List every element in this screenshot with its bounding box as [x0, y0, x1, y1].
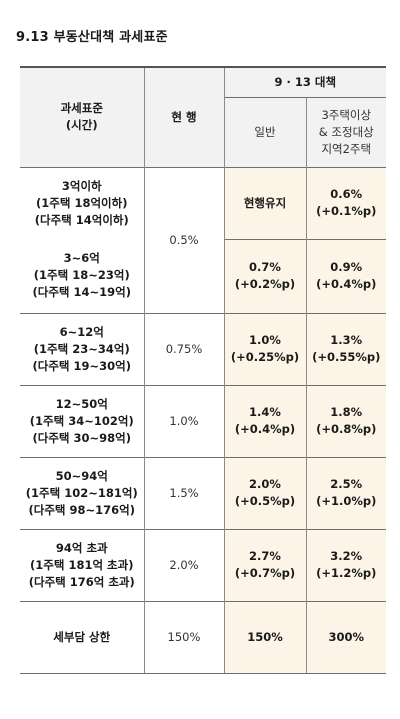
current-rate-cell: 0.75% — [143, 312, 224, 385]
multi-rate-cell: 0.6% (+0.1%p) — [305, 166, 387, 239]
tax-base-cell: 3억이하 (1주택 18억이하) (다주택 14억이하) — [20, 166, 144, 239]
current-rate-cell: 1.5% — [143, 456, 224, 529]
table-row: 3억이하 (1주택 18억이하) (다주택 14억이하) 0.5% 현행유지 0.6… — [20, 166, 387, 313]
tax-rate-table: 과세표준 (시간) 현 행 9 · 13 대책 일반 3주택이상 & 조정대상 지역2… — [20, 66, 387, 674]
current-rate-cell: 0.5% — [143, 166, 224, 313]
current-rate-cell: 1.0% — [143, 384, 224, 457]
header-policy: 9 · 13 대책 — [223, 66, 387, 97]
multi-rate-cell: 0.9% (+0.4%p) — [305, 238, 387, 313]
tax-base-cell: 6~12억 (1주택 23~34억) (다주택 19~30억) — [20, 312, 144, 385]
general-rate-cell: 1.0% (+0.25%p) — [223, 312, 306, 385]
tax-base-cell: 세부담 상한 — [20, 600, 144, 674]
multi-rate-cell: 2.5% (+1.0%p) — [305, 456, 387, 529]
header-current: 현 행 — [143, 66, 224, 167]
tax-base-cell: 50~94억 (1주택 102~181억) (다주택 98~176억) — [20, 456, 144, 529]
multi-rate-cell: 1.8% (+0.8%p) — [305, 384, 387, 457]
general-rate-cell: 0.7% (+0.2%p) — [223, 238, 306, 313]
tax-base-cell: 94억 초과 (1주택 181억 초과) (다주택 176억 초과) — [20, 528, 144, 601]
table-row: 세부담 상한 150% 150% 300% — [20, 600, 387, 674]
general-rate-cell: 150% — [223, 600, 306, 674]
header-tax-base: 과세표준 (시간) — [20, 66, 144, 167]
table-row: 3~6억 (1주택 18~23억) (다주택 14~19억) 0.7% (+0.2%p… — [20, 238, 387, 313]
general-rate-cell: 현행유지 — [223, 166, 306, 239]
multi-rate-cell: 3.2% (+1.2%p) — [305, 528, 387, 601]
current-rate-cell: 2.0% — [143, 528, 224, 601]
multi-rate-cell: 1.3% (+0.55%p) — [305, 312, 387, 385]
table-row: 6~12억 (1주택 23~34억) (다주택 19~30억) 0.75% 1.0%… — [20, 312, 387, 385]
current-rate-cell: 150% — [143, 600, 224, 674]
page-title: 9.13 부동산대책 과세표준 — [16, 30, 168, 45]
table-row: 94억 초과 (1주택 181억 초과) (다주택 176억 초과) 2.0% 2.… — [20, 528, 387, 601]
header-general: 일반 — [223, 96, 306, 167]
table-row: 50~94억 (1주택 102~181억) (다주택 98~176억) 1.5% 2… — [20, 456, 387, 529]
general-rate-cell: 2.0% (+0.5%p) — [223, 456, 306, 529]
table-row: 12~50억 (1주택 34~102억) (다주택 30~98억) 1.0% 1.4… — [20, 384, 387, 457]
tax-base-cell: 12~50억 (1주택 34~102억) (다주택 30~98억) — [20, 384, 144, 457]
general-rate-cell: 2.7% (+0.7%p) — [223, 528, 306, 601]
multi-rate-cell: 300% — [305, 600, 387, 674]
general-rate-cell: 1.4% (+0.4%p) — [223, 384, 306, 457]
tax-base-cell: 3~6억 (1주택 18~23억) (다주택 14~19억) — [32, 251, 131, 300]
header-multi-home: 3주택이상 & 조정대상 지역2주택 — [305, 96, 387, 167]
